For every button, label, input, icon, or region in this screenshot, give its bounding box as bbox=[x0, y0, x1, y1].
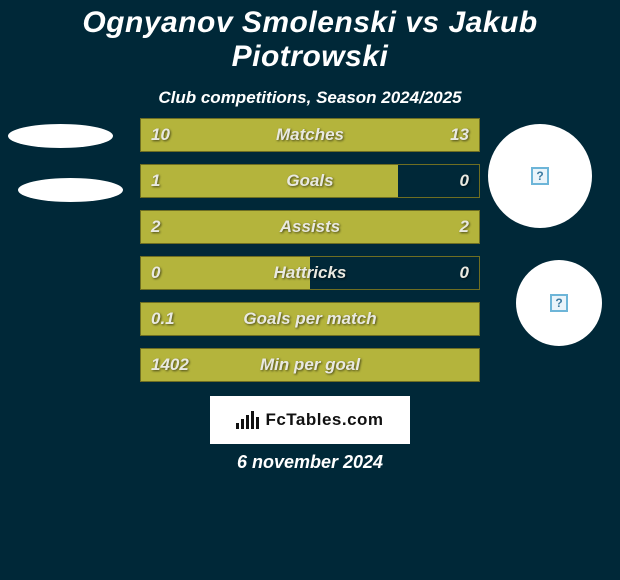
value-right: 2 bbox=[460, 217, 469, 237]
placeholder-icon: ? bbox=[531, 167, 549, 185]
left-ellipse-1 bbox=[8, 124, 113, 148]
value-right: 13 bbox=[450, 125, 469, 145]
stat-row-goals: 1 Goals 0 bbox=[140, 164, 480, 198]
player-image-placeholder-2: ? bbox=[516, 260, 602, 346]
value-left: 1402 bbox=[151, 355, 189, 375]
value-left: 0 bbox=[151, 263, 160, 283]
bar-left bbox=[141, 165, 398, 197]
value-left: 0.1 bbox=[151, 309, 175, 329]
stat-label: Assists bbox=[280, 217, 340, 237]
stat-row-goals-per-match: 0.1 Goals per match bbox=[140, 302, 480, 336]
stat-label: Goals per match bbox=[243, 309, 376, 329]
bars-icon bbox=[236, 411, 259, 429]
value-right: 0 bbox=[460, 263, 469, 283]
stat-row-assists: 2 Assists 2 bbox=[140, 210, 480, 244]
stat-label: Hattricks bbox=[274, 263, 347, 283]
value-left: 10 bbox=[151, 125, 170, 145]
value-left: 1 bbox=[151, 171, 160, 191]
player-image-placeholder-1: ? bbox=[488, 124, 592, 228]
stat-row-min-per-goal: 1402 Min per goal bbox=[140, 348, 480, 382]
root-container: Ognyanov Smolenski vs Jakub Piotrowski C… bbox=[0, 0, 620, 580]
stat-row-hattricks: 0 Hattricks 0 bbox=[140, 256, 480, 290]
stat-label: Matches bbox=[276, 125, 344, 145]
stat-row-matches: 10 Matches 13 bbox=[140, 118, 480, 152]
placeholder-icon: ? bbox=[550, 294, 568, 312]
left-ellipse-2 bbox=[18, 178, 123, 202]
value-right: 0 bbox=[460, 171, 469, 191]
stat-label: Goals bbox=[286, 171, 333, 191]
value-left: 2 bbox=[151, 217, 160, 237]
page-subtitle: Club competitions, Season 2024/2025 bbox=[0, 88, 620, 108]
logo-text: FcTables.com bbox=[265, 410, 383, 430]
comparison-chart: 10 Matches 13 1 Goals 0 2 Assists 2 0 Ha… bbox=[140, 118, 480, 394]
stat-label: Min per goal bbox=[260, 355, 360, 375]
date-text: 6 november 2024 bbox=[0, 452, 620, 473]
fctables-logo: FcTables.com bbox=[210, 396, 410, 444]
page-title: Ognyanov Smolenski vs Jakub Piotrowski bbox=[0, 0, 620, 74]
